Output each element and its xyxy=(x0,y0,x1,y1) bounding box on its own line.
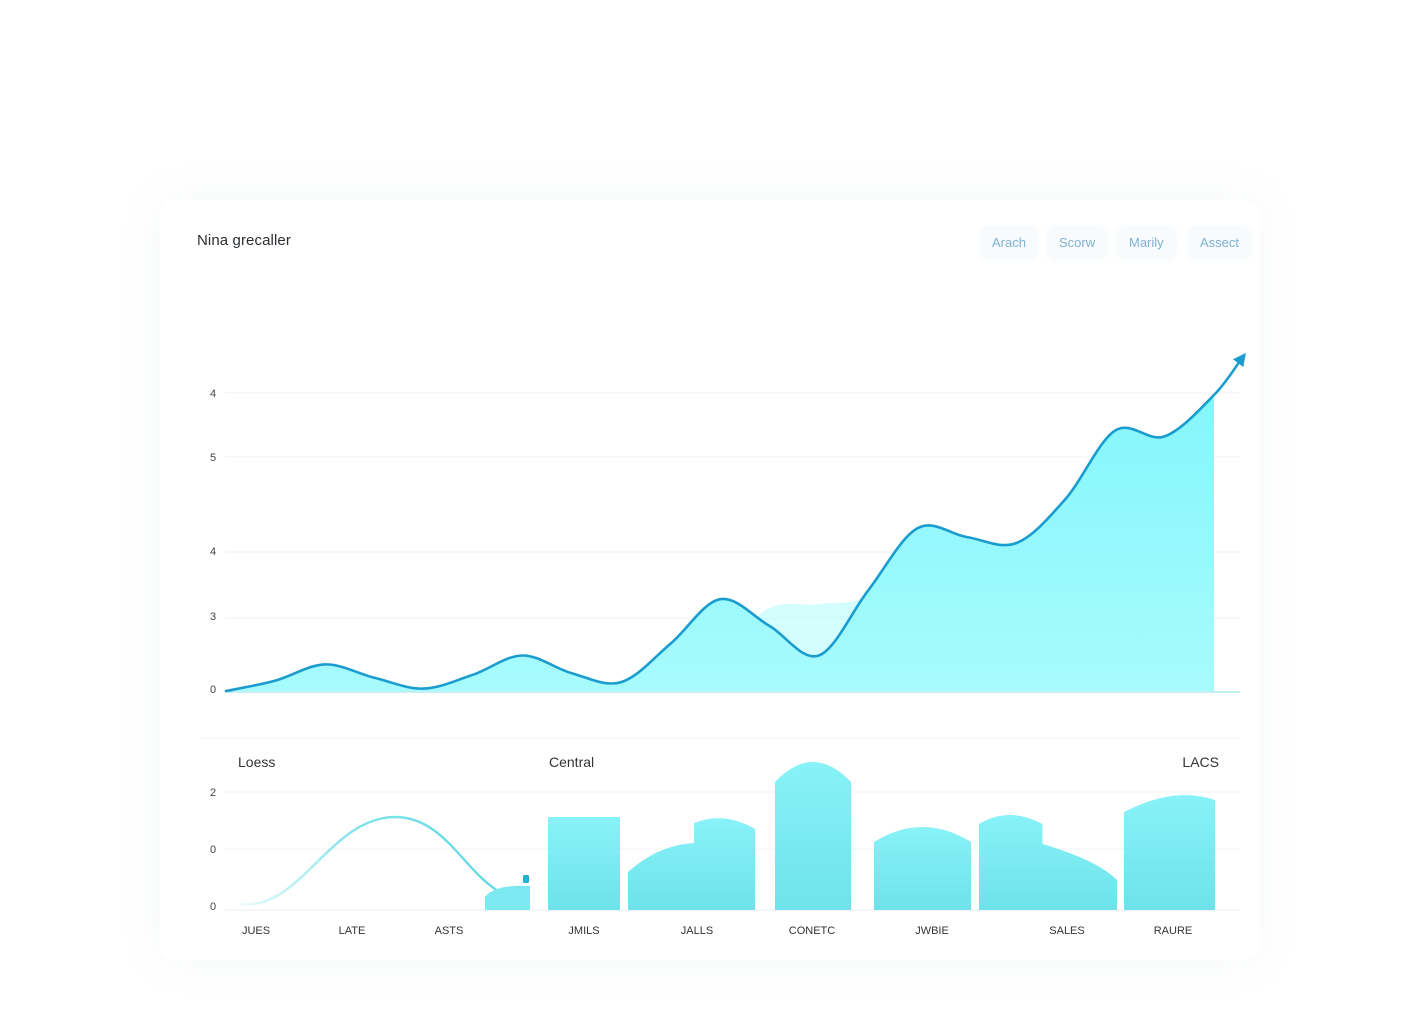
main-y-tick: 0 xyxy=(210,684,216,696)
x-tick: JALLS xyxy=(681,925,713,937)
main-y-tick: 4 xyxy=(210,388,216,400)
x-tick: ASTS xyxy=(435,925,464,937)
bar-conetc xyxy=(775,762,851,910)
bottom-y-tick: 0 xyxy=(210,844,216,856)
tab-assect[interactable]: Assect xyxy=(1190,228,1250,258)
bottom-y-tick: 0 xyxy=(210,901,216,913)
chart-title: Nina grecaller xyxy=(197,232,291,249)
tab-marily[interactable]: Marily xyxy=(1119,228,1174,258)
bar-sales xyxy=(979,815,1117,910)
bar-jwbie xyxy=(874,827,971,910)
x-tick: JMILS xyxy=(568,925,599,937)
bottom-x-ticks: JUES LATE ASTS JMILS JALLS CONETC JWBIE … xyxy=(242,925,1192,937)
main-line xyxy=(224,352,1246,693)
x-tick: RAURE xyxy=(1154,925,1193,937)
x-tick: LATE xyxy=(339,925,366,937)
x-tick: CONETC xyxy=(789,925,836,937)
main-y-tick: 5 xyxy=(210,452,216,464)
bottom-group-labels: Loess Central LACS xyxy=(238,754,1219,770)
main-y-tick: 3 xyxy=(210,611,216,623)
bottom-y-ticks: 2 0 0 xyxy=(210,787,216,913)
group-label-central: Central xyxy=(549,754,594,770)
bar-jmils xyxy=(548,817,620,910)
marker-dot xyxy=(523,875,529,883)
main-y-tick: 4 xyxy=(210,546,216,558)
group-label-loess: Loess xyxy=(238,754,275,770)
small-bump xyxy=(485,885,530,910)
main-y-ticks: 4 5 4 3 0 xyxy=(210,388,216,696)
bars xyxy=(548,762,1215,910)
bottom-y-tick: 2 xyxy=(210,787,216,799)
main-area xyxy=(226,395,1214,691)
x-tick: JUES xyxy=(242,925,270,937)
tab-scorw[interactable]: Scorw xyxy=(1049,228,1106,258)
bar-jalls xyxy=(628,818,755,910)
group-label-lacs: LACS xyxy=(1182,754,1219,770)
tab-arach[interactable]: Arach xyxy=(982,228,1036,258)
bar-raure xyxy=(1124,795,1215,910)
bottom-curve xyxy=(239,815,529,906)
x-tick: JWBIE xyxy=(915,925,949,937)
x-tick: SALES xyxy=(1049,925,1084,937)
